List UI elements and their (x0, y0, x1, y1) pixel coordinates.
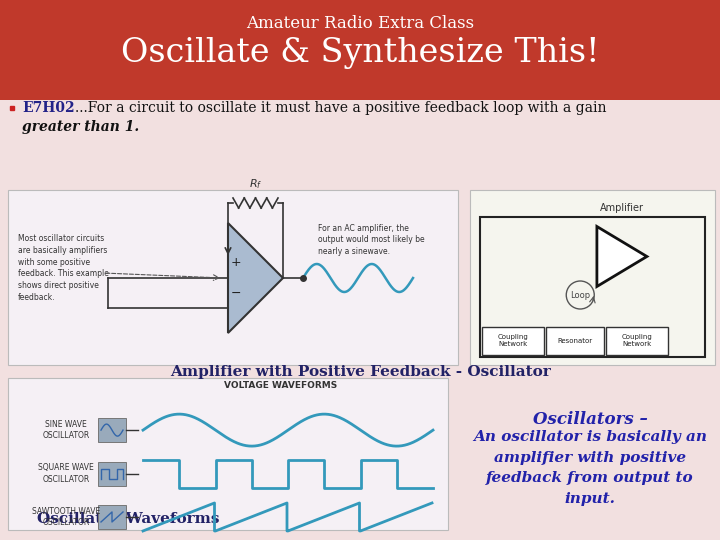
Text: Amplifier with Positive Feedback - Oscillator: Amplifier with Positive Feedback - Oscil… (170, 365, 550, 379)
Text: ...For a circuit to oscillate it must have a positive feedback loop with a gain: ...For a circuit to oscillate it must ha… (75, 101, 606, 115)
Bar (8, 190, 458, 365)
Bar (546, 327, 604, 355)
Text: VOLTAGE WAVEFORMS: VOLTAGE WAVEFORMS (224, 381, 338, 390)
Text: greater than 1.: greater than 1. (22, 120, 139, 134)
Text: Coupling
Network: Coupling Network (498, 334, 528, 348)
Text: Resonator: Resonator (557, 338, 593, 344)
Text: E7H02: E7H02 (22, 101, 75, 115)
Text: Coupling
Network: Coupling Network (621, 334, 652, 348)
Bar (470, 190, 715, 365)
Text: Oscillator Waveforms: Oscillator Waveforms (37, 512, 220, 526)
Polygon shape (228, 223, 283, 333)
Text: Amplifier: Amplifier (600, 203, 644, 213)
Text: SINE WAVE
OSCILLATOR: SINE WAVE OSCILLATOR (42, 420, 89, 440)
Bar (98, 462, 126, 485)
Text: +: + (230, 256, 241, 269)
Text: Loop: Loop (570, 291, 590, 300)
Polygon shape (597, 226, 647, 287)
Text: SAWTOOTH WAVE
OSCILLATOR: SAWTOOTH WAVE OSCILLATOR (32, 507, 100, 527)
Text: An oscillator is basically an
amplifier with positive
feedback from output to
in: An oscillator is basically an amplifier … (473, 430, 707, 506)
Text: −: − (230, 287, 241, 300)
Text: $R_f$: $R_f$ (249, 177, 262, 191)
Text: Oscillate & Synthesize This!: Oscillate & Synthesize This! (121, 37, 599, 69)
Bar (0, 0, 720, 100)
Bar (0, 100, 720, 540)
Bar (482, 327, 544, 355)
Bar (98, 505, 126, 529)
Text: For an AC amplifier, the
output would most likely be
nearly a sinewave.: For an AC amplifier, the output would mo… (318, 224, 425, 256)
Bar (98, 418, 126, 442)
Text: Oscillators –: Oscillators – (533, 411, 647, 429)
Bar (480, 217, 705, 357)
Bar (606, 327, 668, 355)
Text: SQUARE WAVE
OSCILLATOR: SQUARE WAVE OSCILLATOR (38, 463, 94, 484)
Text: Most oscillator circuits
are basically amplifiers
with some positive
feedback. T: Most oscillator circuits are basically a… (18, 234, 109, 302)
Text: Amateur Radio Extra Class: Amateur Radio Extra Class (246, 16, 474, 32)
Bar (8, 378, 448, 530)
